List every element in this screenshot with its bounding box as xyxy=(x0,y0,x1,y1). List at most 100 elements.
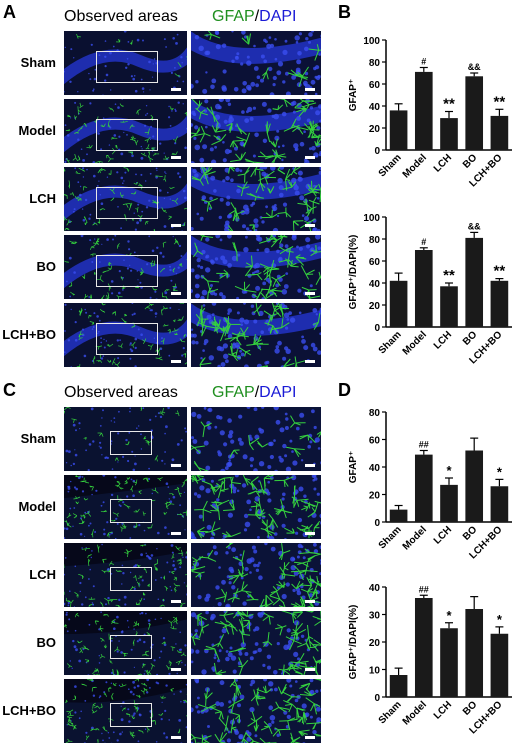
bar xyxy=(440,118,458,150)
overview-micrograph xyxy=(63,166,188,232)
y-axis-label: GFAP⁺/DAPI(%) xyxy=(348,605,359,680)
y-tick-label: 0 xyxy=(374,323,380,334)
scale-bar xyxy=(171,600,181,603)
scale-bar xyxy=(305,360,315,363)
significance-marker: && xyxy=(468,221,481,231)
x-tick-label: BO xyxy=(461,524,480,543)
y-tick-label: 0 xyxy=(374,693,380,704)
overview-micrograph xyxy=(63,406,188,472)
magnified-micrograph xyxy=(190,610,322,676)
bar xyxy=(389,110,408,150)
observed-areas-heading: Observed areas xyxy=(64,8,178,25)
bar xyxy=(440,484,458,522)
scale-bar xyxy=(171,156,181,159)
y-tick-label: 10 xyxy=(369,666,381,677)
panel-letter-d: D xyxy=(338,380,351,400)
bar xyxy=(490,633,509,697)
x-tick-label: LCH xyxy=(432,152,454,174)
y-tick-label: 30 xyxy=(369,611,381,622)
scale-bar xyxy=(171,292,181,295)
bar xyxy=(389,675,408,697)
scale-bar xyxy=(305,292,315,295)
scale-bar xyxy=(171,224,181,227)
stain-legend-a: GFAP/DAPI xyxy=(212,8,296,26)
observed-area-box xyxy=(96,187,158,219)
scale-bar xyxy=(305,736,315,739)
y-tick-label: 20 xyxy=(369,124,381,135)
bar xyxy=(490,486,509,522)
observed-areas-heading-c: Observed areas xyxy=(64,384,178,401)
stain-slash-c: / xyxy=(254,384,260,401)
bar xyxy=(414,454,433,522)
row-label: LCH xyxy=(29,191,56,206)
row-label: BO xyxy=(36,635,57,650)
significance-marker: * xyxy=(446,463,452,478)
scale-bar xyxy=(171,360,181,363)
significance-marker: ** xyxy=(494,263,506,280)
row-label: LCH xyxy=(29,567,56,582)
magnified-micrograph xyxy=(190,678,322,744)
bar-chart-b-top: 020406080100GFAP⁺Sham#Model**LCH&&BO**LC… xyxy=(348,36,512,189)
significance-marker: ** xyxy=(443,96,455,113)
overview-micrograph xyxy=(63,98,188,164)
y-tick-label: 20 xyxy=(369,638,381,649)
y-tick-label: 0 xyxy=(374,518,380,529)
x-tick-label: Model xyxy=(401,329,429,357)
y-tick-label: 0 xyxy=(374,146,380,157)
row-label: LCH+BO xyxy=(2,327,56,342)
magnified-micrograph xyxy=(190,166,322,232)
bar xyxy=(465,76,484,150)
stain-legend-c: GFAP/DAPI xyxy=(212,384,296,402)
bar xyxy=(465,450,484,522)
row-label: Model xyxy=(18,499,56,514)
bar xyxy=(389,509,408,522)
overview-micrograph xyxy=(63,302,188,368)
panel-letter-c: C xyxy=(3,380,16,400)
bar xyxy=(440,628,458,697)
panel-letter-a: A xyxy=(3,2,16,22)
x-tick-label: Sham xyxy=(377,152,404,179)
overview-micrograph xyxy=(63,610,188,676)
scale-bar xyxy=(171,88,181,91)
x-tick-label: Model xyxy=(401,152,429,180)
scale-bar xyxy=(171,668,181,671)
dapi-label: DAPI xyxy=(259,8,297,25)
x-tick-label: Sham xyxy=(377,329,404,356)
observed-area-box xyxy=(110,703,152,727)
bar-chart-b-bottom: 0 20 40 60 80 100 GFAP⁺/DAPI(%) Sham # Model ** LCH… xyxy=(348,213,512,366)
observed-area-box xyxy=(96,51,158,83)
x-tick-label: LCH xyxy=(432,699,454,721)
bar xyxy=(490,115,509,150)
bar xyxy=(414,598,433,697)
y-tick-label: 60 xyxy=(369,436,381,447)
y-tick-label: 100 xyxy=(363,36,380,47)
x-tick-label: BO xyxy=(461,329,480,348)
scale-bar xyxy=(305,668,315,671)
y-tick-label: 60 xyxy=(369,257,381,268)
scale-bar xyxy=(305,88,315,91)
bar xyxy=(465,609,484,697)
y-tick-label: 40 xyxy=(369,102,381,113)
y-axis-label: GFAP⁺ xyxy=(348,451,359,484)
significance-marker: ** xyxy=(443,267,455,284)
scale-bar xyxy=(171,532,181,535)
scale-bar xyxy=(305,532,315,535)
x-tick-label: LCH xyxy=(432,524,454,546)
magnified-micrograph xyxy=(190,302,322,368)
significance-marker: * xyxy=(446,608,452,623)
bar xyxy=(414,71,433,150)
row-label: Model xyxy=(18,123,56,138)
y-axis-label: GFAP⁺ xyxy=(348,79,359,112)
y-tick-label: 20 xyxy=(369,491,381,502)
significance-marker: && xyxy=(468,62,481,72)
row-label: BO xyxy=(36,259,57,274)
magnified-micrograph xyxy=(190,98,322,164)
overview-micrograph xyxy=(63,30,188,96)
row-label: Sham xyxy=(20,431,56,446)
observed-area-box xyxy=(110,431,152,455)
y-tick-label: 80 xyxy=(369,58,381,69)
y-axis-label: GFAP⁺/DAPI(%) xyxy=(348,235,359,310)
magnified-micrograph xyxy=(190,474,322,540)
significance-marker: ## xyxy=(419,440,429,450)
